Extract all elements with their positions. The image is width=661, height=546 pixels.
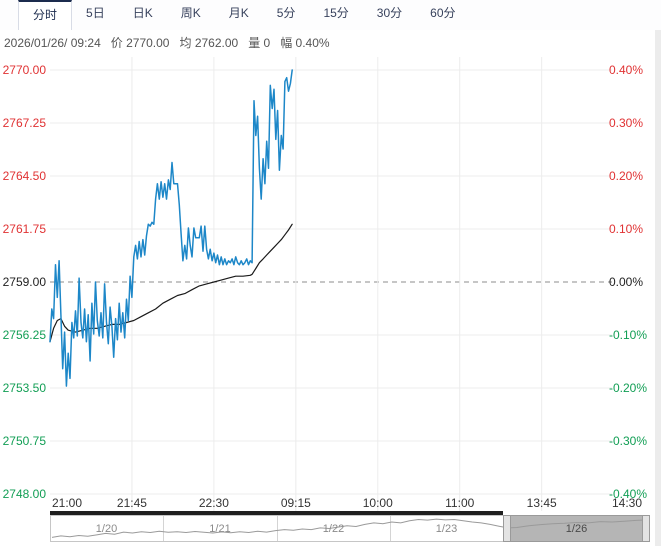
tab-monthly-k[interactable]: 月K [228, 6, 249, 20]
period-tab-bar: 分时 5日 日K 周K 月K 5分 15分 30分 60分 [0, 0, 661, 30]
info-datetime: 2026/01/26/ 09:24 [4, 36, 101, 50]
quote-info-bar: 2026/01/26/ 09:24 价 2770.00 均 2762.00 量 0 幅 … [4, 34, 340, 50]
navigator-left-handle[interactable] [503, 515, 511, 542]
info-price: 价 2770.00 [110, 36, 170, 50]
info-average: 均 2762.00 [179, 36, 239, 50]
tab-5min[interactable]: 5分 [276, 6, 296, 20]
nav-segment-1-26[interactable]: 1/26 [565, 523, 588, 535]
tab-5day[interactable]: 5日 [86, 6, 105, 20]
nav-segment-1-21[interactable]: 1/21 [209, 523, 231, 535]
navigator-right-handle[interactable] [642, 515, 650, 542]
tab-daily-k[interactable]: 日K [132, 6, 153, 20]
tab-60min[interactable]: 60分 [430, 6, 456, 20]
nav-segment-1-23[interactable]: 1/23 [435, 523, 458, 535]
tab-15min[interactable]: 15分 [323, 6, 349, 20]
nav-segment-1-22[interactable]: 1/22 [322, 523, 345, 535]
tab-weekly-k[interactable]: 周K [180, 6, 201, 20]
navigator-sparkline [51, 518, 649, 538]
tab-30min[interactable]: 30分 [376, 6, 403, 20]
average-line [49, 223, 293, 343]
tab-timeshare[interactable]: 分时 [18, 0, 73, 30]
info-volume: 量 0 [248, 36, 271, 50]
vertical-scrollbar[interactable] [655, 0, 661, 546]
info-change: 幅 0.40% [280, 36, 330, 50]
price-line [49, 69, 293, 387]
nav-segment-1-20[interactable]: 1/20 [95, 523, 118, 535]
